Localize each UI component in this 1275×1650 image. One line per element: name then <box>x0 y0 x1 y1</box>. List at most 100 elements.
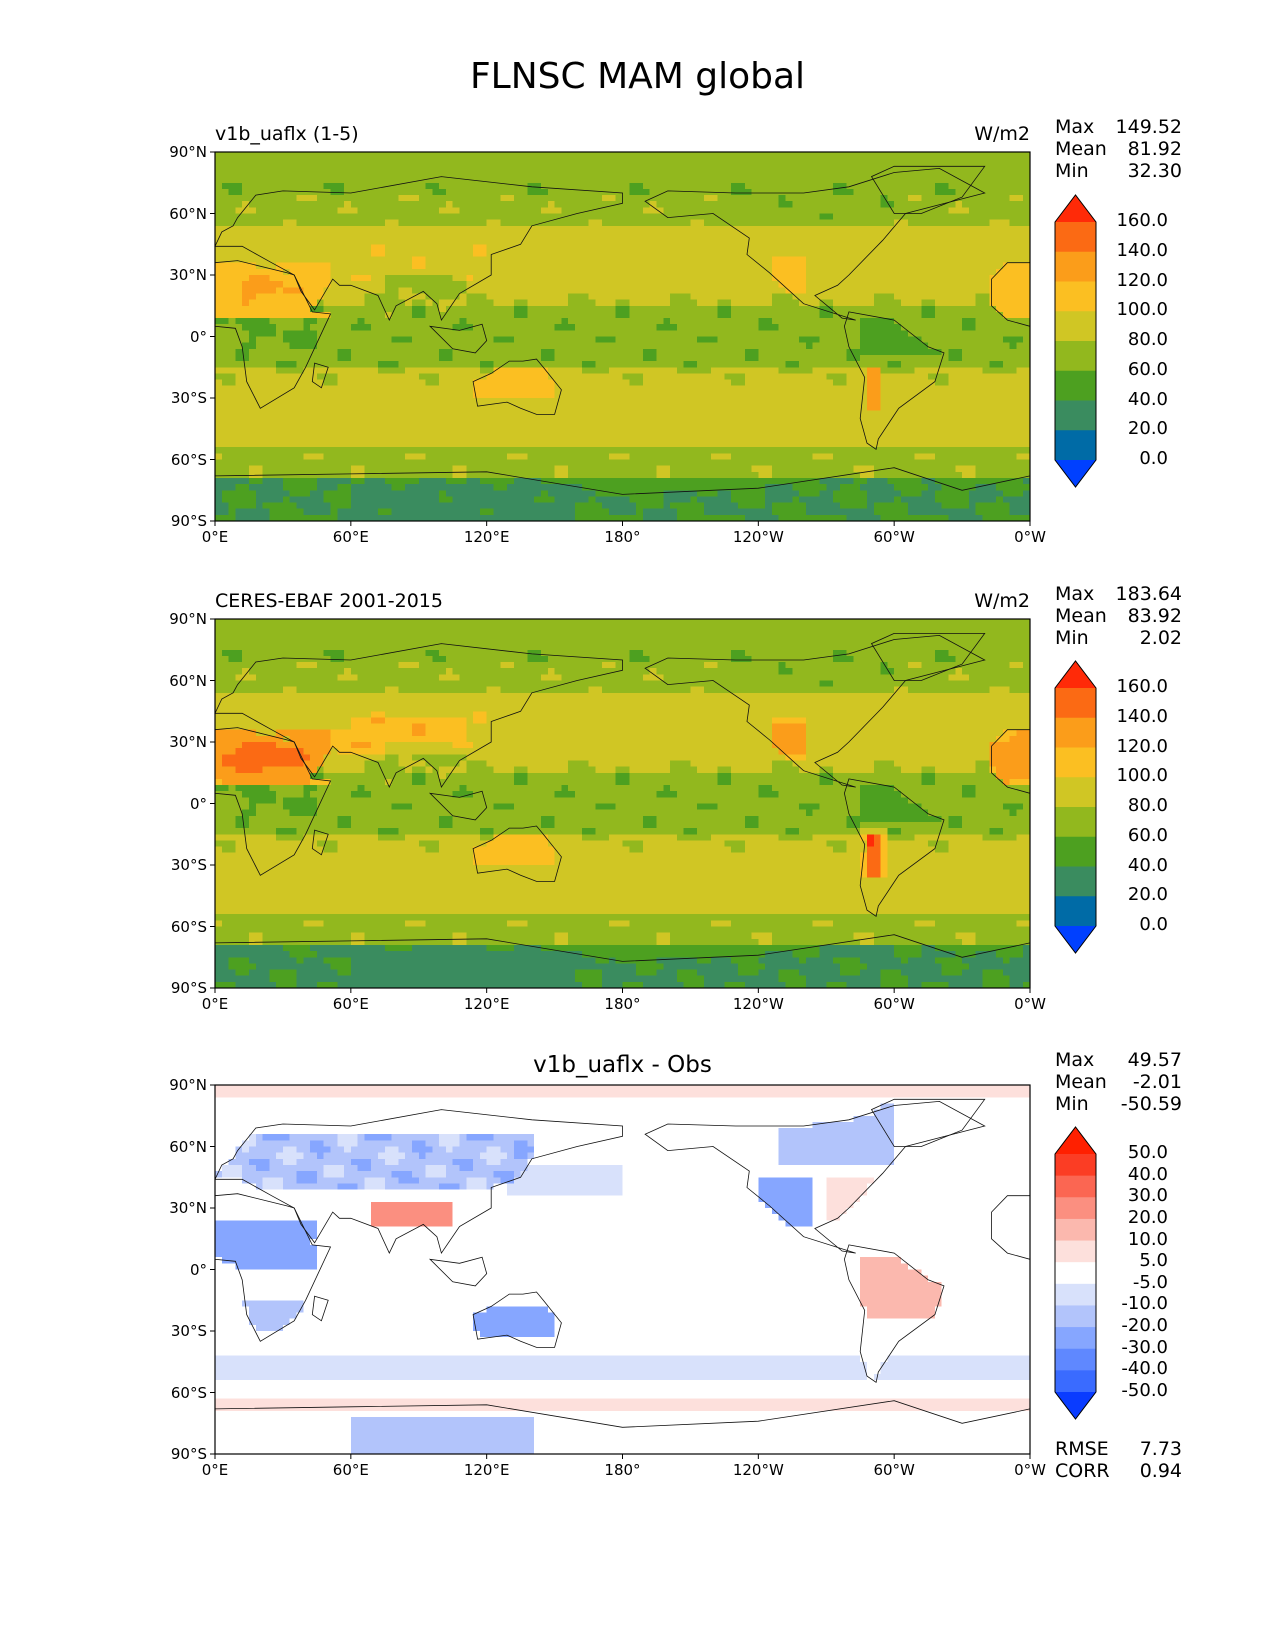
field-cell <box>323 299 332 307</box>
field-cell <box>887 244 895 251</box>
field-cell <box>649 158 658 165</box>
field-cell <box>371 342 379 350</box>
field-cell <box>955 361 963 368</box>
field-cell <box>595 361 603 368</box>
field-cell <box>771 152 780 159</box>
field-cell <box>819 231 827 239</box>
field-cell <box>676 207 685 215</box>
field-cell <box>615 201 624 208</box>
field-cell <box>479 207 488 215</box>
field-cell <box>561 176 569 184</box>
field-cell <box>636 275 644 282</box>
field-cell <box>744 293 753 301</box>
field-cell <box>636 250 644 258</box>
field-cell <box>819 188 827 196</box>
field-cell <box>941 268 950 276</box>
field-cell <box>534 354 542 362</box>
field-cell <box>962 379 970 387</box>
field-cell <box>921 250 929 258</box>
field-cell <box>765 361 773 368</box>
field-cell <box>350 207 359 215</box>
field-cell <box>262 158 270 165</box>
field-cell <box>907 256 916 264</box>
field-cell <box>724 195 732 202</box>
field-cell <box>663 262 671 270</box>
field-cell <box>853 367 861 374</box>
field-cell <box>642 152 651 159</box>
field-cell <box>493 238 501 245</box>
field-cell <box>500 207 508 215</box>
field-cell <box>839 188 848 196</box>
field-cell <box>867 398 875 405</box>
field-cell <box>1023 188 1031 196</box>
field-cell <box>819 373 827 381</box>
field-cell <box>581 311 590 319</box>
field-cell <box>812 281 821 288</box>
field-cell <box>1016 330 1024 338</box>
field-cell <box>934 391 943 399</box>
field-cell <box>724 361 732 368</box>
field-cell <box>561 250 569 258</box>
field-cell <box>873 188 882 196</box>
field-cell <box>724 238 732 245</box>
field-cell <box>860 385 868 393</box>
field-cell <box>1016 219 1024 227</box>
field-cell <box>507 275 515 282</box>
field-cell <box>316 182 325 190</box>
field-cell <box>344 238 352 245</box>
field-cell <box>323 176 332 184</box>
field-cell <box>880 182 888 190</box>
field-cell <box>934 275 943 282</box>
field-cell <box>418 170 427 178</box>
field-cell <box>323 287 332 295</box>
field-cell <box>853 293 861 301</box>
field-cell <box>602 379 610 387</box>
field-cell <box>432 342 440 350</box>
field-cell <box>357 195 366 202</box>
field-cell <box>737 324 746 331</box>
field-cell <box>581 231 590 239</box>
field-cell <box>907 219 916 227</box>
field-cell <box>547 176 556 184</box>
field-cell <box>466 311 474 319</box>
field-cell <box>955 330 963 338</box>
field-cell <box>459 170 467 178</box>
field-cell <box>574 336 583 344</box>
field-cell <box>833 305 841 313</box>
field-cell <box>819 275 827 282</box>
field-cell <box>819 287 827 295</box>
field-cell <box>962 182 970 190</box>
field-cell <box>690 404 698 411</box>
field-cell <box>574 398 583 405</box>
field-cell <box>452 207 461 215</box>
field-cell <box>846 176 855 184</box>
field-cell <box>378 195 386 202</box>
field-cell <box>894 398 902 405</box>
field-cell <box>445 262 454 270</box>
field-cell <box>500 281 508 288</box>
field-cell <box>262 391 270 399</box>
field-cell <box>880 336 888 344</box>
field-cell <box>948 385 956 393</box>
field-cell <box>411 275 420 282</box>
field-cell <box>670 293 678 301</box>
field-cell <box>1009 250 1018 258</box>
field-cell <box>479 398 488 405</box>
field-cell <box>907 373 916 381</box>
field-cell <box>724 330 732 338</box>
field-cell <box>255 201 264 208</box>
field-cell <box>248 176 257 184</box>
field-cell <box>235 170 243 178</box>
field-cell <box>860 324 868 331</box>
field-cell <box>1009 354 1018 362</box>
field-cell <box>839 170 848 178</box>
field-cell <box>914 348 922 356</box>
field-cell <box>500 324 508 331</box>
field-cell <box>228 225 236 233</box>
field-cell <box>473 348 481 356</box>
field-cell <box>1016 170 1024 178</box>
field-cell <box>941 324 950 331</box>
field-cell <box>1002 318 1011 325</box>
field-cell <box>418 336 427 344</box>
field-cell <box>928 268 936 276</box>
